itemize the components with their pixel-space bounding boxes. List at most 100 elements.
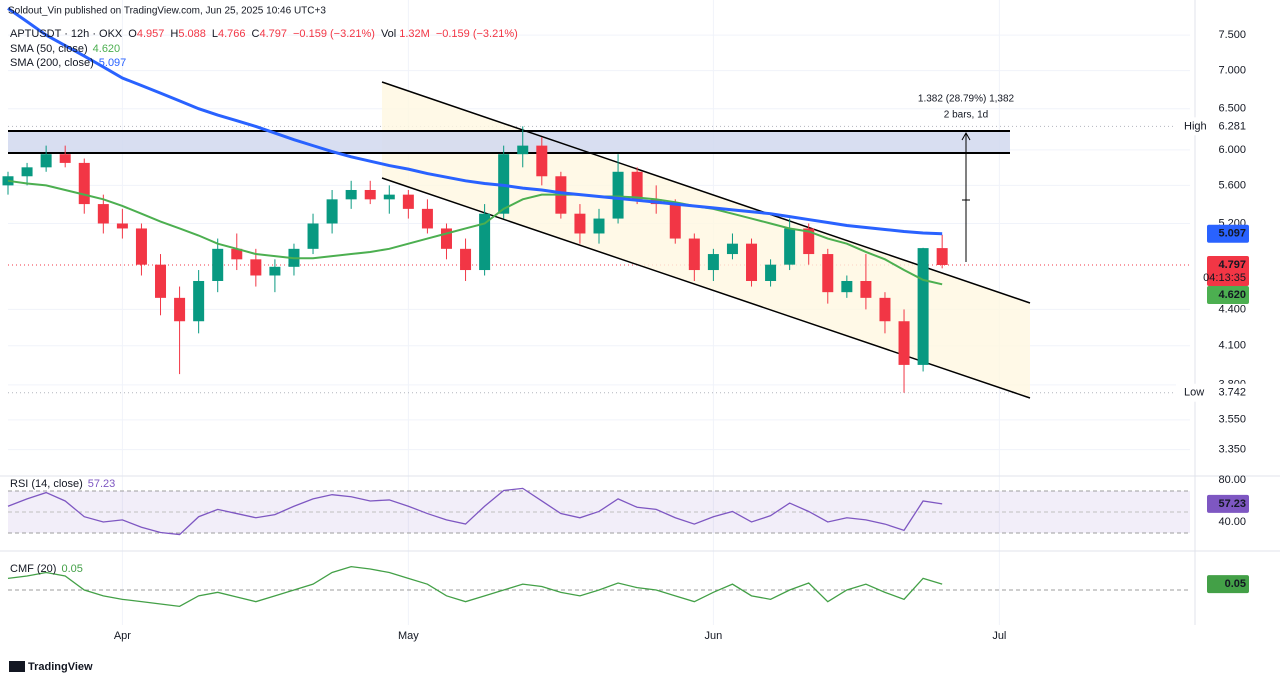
ohlc-prefix: H <box>170 28 178 40</box>
sma200-badge-bg <box>1207 224 1249 243</box>
legend: APTUSDT · 12h · OKX O4.957 H5.088 L4.766 C4.… <box>10 28 518 40</box>
candle-body <box>174 297 186 322</box>
volume: 1.32M <box>399 28 430 40</box>
legend-name: RSI (14, close) <box>10 478 83 490</box>
low-label: Low <box>1184 387 1204 399</box>
series-line <box>7 7 943 236</box>
y-tick-label: 6.000 <box>1218 144 1246 156</box>
candle-body <box>116 223 128 229</box>
series-legend: CMF (20) 0.05 <box>10 563 83 575</box>
labels: Soldout_Vin published on TradingView.com… <box>8 6 1250 673</box>
high-bg <box>1176 117 1250 136</box>
measure-arrow <box>961 131 971 141</box>
candle-body <box>460 248 472 271</box>
candle-body <box>402 194 414 209</box>
candle-body <box>193 280 205 322</box>
ohlc-value: 5.088 <box>178 28 206 40</box>
candle-body <box>345 189 357 200</box>
y-tick-label: 4.100 <box>1218 340 1246 352</box>
legend-name: SMA (50, close) <box>10 43 88 55</box>
brand-logo <box>9 661 25 672</box>
ohlc-value: 4.797 <box>259 28 287 40</box>
candle-body <box>669 204 681 239</box>
value-badge: 57.23 <box>1218 498 1246 510</box>
y-tick-label: 40.00 <box>1218 516 1246 528</box>
countdown: 04:13:35 <box>1203 272 1246 284</box>
candle-body <box>250 259 262 276</box>
candle-body <box>746 243 758 281</box>
high-value: 6.281 <box>1218 120 1246 132</box>
candle-body <box>40 154 52 168</box>
candle-body <box>784 228 796 265</box>
brand: TradingView <box>28 661 93 673</box>
candle-body <box>707 254 719 271</box>
candle-body <box>212 248 224 281</box>
marks <box>2 7 948 608</box>
y-tick-label: 7.000 <box>1218 65 1246 77</box>
attribution: Soldout_Vin published on TradingView.com… <box>8 6 326 17</box>
candle-body <box>631 171 643 200</box>
candle-body <box>536 145 548 177</box>
candle-body <box>879 297 891 322</box>
candle-body <box>383 194 395 200</box>
value-badge: 0.05 <box>1225 578 1246 590</box>
candle-body <box>593 218 605 234</box>
legend-value: 5.097 <box>99 57 127 69</box>
y-tick-label: 7.500 <box>1218 29 1246 41</box>
value-badge-bg <box>1207 575 1249 594</box>
sma50-badge-bg <box>1207 285 1249 304</box>
y-tick-label: 4.400 <box>1218 303 1246 315</box>
candle-body <box>421 208 433 229</box>
candle-body <box>612 171 624 219</box>
candle-body <box>726 243 738 255</box>
candle-body <box>479 213 491 271</box>
ohlc-prefix: C <box>252 28 260 40</box>
candle-body <box>59 154 71 163</box>
series-line <box>7 566 943 608</box>
legend-name: SMA (200, close) <box>10 57 94 69</box>
high-label: High <box>1184 120 1207 132</box>
x-tick-label: Jun <box>705 630 723 642</box>
measure-label: 1.382 (28.79%) 1,382 <box>918 94 1015 105</box>
series-line <box>7 487 943 536</box>
x-tick-label: Jul <box>992 630 1006 642</box>
series-legend: SMA (50, close) 4.620 <box>10 43 120 55</box>
measure-label: 2 bars, 1d <box>944 110 988 121</box>
candle-body <box>917 248 929 365</box>
candle-body <box>936 248 948 265</box>
symbol: APTUSDT · 12h · OKX <box>10 28 123 40</box>
y-tick-label: 3.550 <box>1218 414 1246 426</box>
sma50-badge: 4.620 <box>1218 289 1246 301</box>
series-line <box>7 179 943 286</box>
candle-body <box>822 254 834 293</box>
candle-body <box>765 264 777 281</box>
candle-body <box>574 213 586 234</box>
candle-body <box>307 223 319 249</box>
series-legend: RSI (14, close) 57.23 <box>10 478 115 490</box>
sma200-badge: 5.097 <box>1218 228 1246 240</box>
candle-body <box>231 248 243 260</box>
candle-body <box>364 189 376 200</box>
volume-label: Vol <box>381 28 396 40</box>
change: −0.159 (−3.21%) <box>293 28 375 40</box>
candle-body <box>269 266 281 276</box>
legend-value: 4.620 <box>93 43 121 55</box>
resistance-zone <box>8 131 1010 153</box>
candle-body <box>21 167 33 177</box>
candle-body <box>517 145 529 155</box>
ohlc-value: 4.957 <box>137 28 165 40</box>
y-tick-label: 5.600 <box>1218 179 1246 191</box>
series-legend: SMA (200, close) 5.097 <box>10 57 126 69</box>
volume-change: −0.159 (−3.21%) <box>436 28 518 40</box>
candle-body <box>860 280 872 298</box>
y-tick-label: 80.00 <box>1218 474 1246 486</box>
candle-body <box>841 280 853 293</box>
last-price-bg <box>1207 255 1249 286</box>
drawings <box>0 0 1280 625</box>
candle-body <box>155 264 167 298</box>
candle-body <box>326 199 338 224</box>
candle-body <box>78 162 90 205</box>
candle-body <box>898 321 910 365</box>
candle-body <box>688 238 700 271</box>
